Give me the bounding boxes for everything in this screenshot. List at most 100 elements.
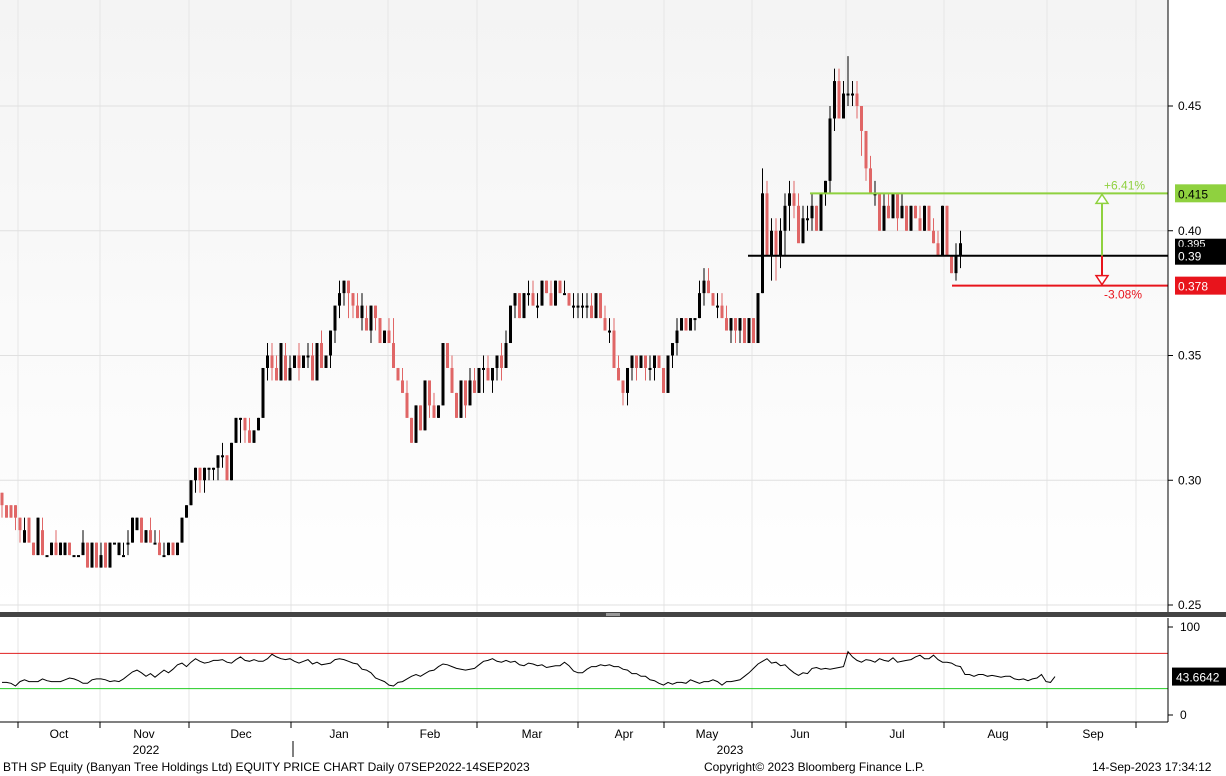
candle-body: [77, 555, 80, 558]
month-label: Feb: [420, 727, 441, 741]
candle-body: [180, 517, 184, 543]
candle-body: [936, 243, 940, 256]
candle-body: [824, 180, 827, 194]
month-label: Nov: [133, 727, 154, 741]
candle-body: [99, 555, 103, 568]
candle-body: [950, 255, 953, 274]
candle-body: [284, 355, 287, 381]
candle-body: [473, 380, 476, 393]
last-price-tag-label: 0.39: [1178, 250, 1202, 264]
month-label: Jun: [790, 727, 809, 741]
candle-body: [275, 367, 278, 381]
candle-body: [387, 330, 391, 344]
candle-body: [765, 193, 769, 256]
candle-body: [63, 542, 67, 556]
candle-body: [401, 380, 404, 393]
candle-body: [500, 355, 503, 368]
candle-body: [113, 542, 116, 545]
price-tick-label: 0.45: [1178, 99, 1202, 113]
month-label: May: [696, 727, 719, 741]
candle-body: [540, 280, 544, 306]
month-label: Jan: [329, 727, 348, 741]
rsi-tick-label: 100: [1180, 620, 1200, 634]
candle-body: [198, 467, 202, 481]
candle-body: [941, 205, 944, 256]
candle-body: [590, 305, 593, 319]
footer: BTH SP Equity (Banyan Tree Holdings Ltd)…: [0, 757, 1226, 776]
candle-body: [887, 205, 890, 219]
candle-body: [41, 530, 44, 556]
candle-body: [266, 355, 269, 368]
candle-body: [846, 93, 850, 96]
resistance-tag-label: 0.415: [1178, 187, 1208, 201]
candle-body: [752, 318, 755, 344]
price-tick-label: 0.25: [1178, 598, 1202, 612]
candle-body: [509, 305, 512, 344]
candle-body: [725, 318, 728, 331]
candle-body: [72, 555, 76, 558]
down-arrow-head: [1094, 274, 1110, 286]
rsi-tick-label: 0: [1180, 708, 1187, 722]
candle-body: [707, 280, 710, 294]
candle-body: [711, 293, 715, 306]
support-tag-label: 0.378: [1178, 280, 1208, 294]
month-label: Jul: [889, 727, 904, 741]
candle-body: [747, 318, 751, 344]
candle-body: [585, 305, 589, 308]
candle-body: [549, 293, 553, 306]
candle-body: [662, 367, 665, 393]
candle-body: [446, 343, 449, 368]
candle-body: [630, 355, 634, 368]
candle-body: [428, 380, 431, 406]
candle-body: [833, 81, 836, 119]
rsi-line: [2, 650, 1056, 687]
candle-body: [491, 367, 494, 381]
candle-body: [495, 355, 499, 368]
candle-body: [347, 280, 350, 294]
candle-body: [392, 343, 395, 368]
candle-body: [504, 343, 508, 368]
candle-body: [648, 367, 652, 370]
candle-body: [536, 305, 539, 308]
candle-body: [45, 555, 49, 558]
candle-body: [153, 542, 157, 545]
price-tick-label: 0.35: [1178, 349, 1202, 363]
candle-body: [770, 230, 773, 256]
candle-body: [819, 193, 823, 231]
candle-body: [531, 293, 535, 306]
candle-body: [270, 355, 274, 368]
annotation-levels: +6.41% -3.08%: [748, 178, 1168, 302]
candle-body: [468, 380, 472, 406]
candle-body: [86, 542, 89, 568]
candle-body: [891, 193, 895, 219]
candle-body: [122, 555, 125, 558]
candle-body: [369, 305, 373, 331]
candle-body: [716, 305, 719, 308]
resistance-tag-box: [1175, 184, 1226, 203]
candle-body: [774, 230, 778, 256]
candle-body: [95, 542, 98, 568]
candle-body: [720, 305, 724, 319]
candle-body: [212, 467, 215, 470]
candle-body: [797, 205, 800, 244]
price-tick-label: 0.30: [1178, 473, 1202, 487]
candle-body: [455, 392, 458, 418]
candle-body: [959, 243, 962, 256]
candle-body: [126, 542, 130, 545]
year-label: 2022: [133, 743, 160, 757]
rsi-panel: 100 0 43.6642: [0, 618, 1226, 722]
candle-body: [945, 205, 949, 256]
candle-body: [54, 542, 58, 556]
candle-body: [90, 542, 94, 568]
candle-body: [311, 355, 314, 381]
candle-body: [149, 530, 152, 543]
candle-body: [104, 542, 107, 568]
candle-body: [788, 193, 791, 206]
candle-body: [527, 293, 530, 296]
candle-body: [176, 542, 179, 556]
candle-body: [738, 318, 742, 331]
candles: [0, 56, 962, 568]
candle-body: [185, 505, 188, 518]
candle-body: [608, 330, 611, 333]
